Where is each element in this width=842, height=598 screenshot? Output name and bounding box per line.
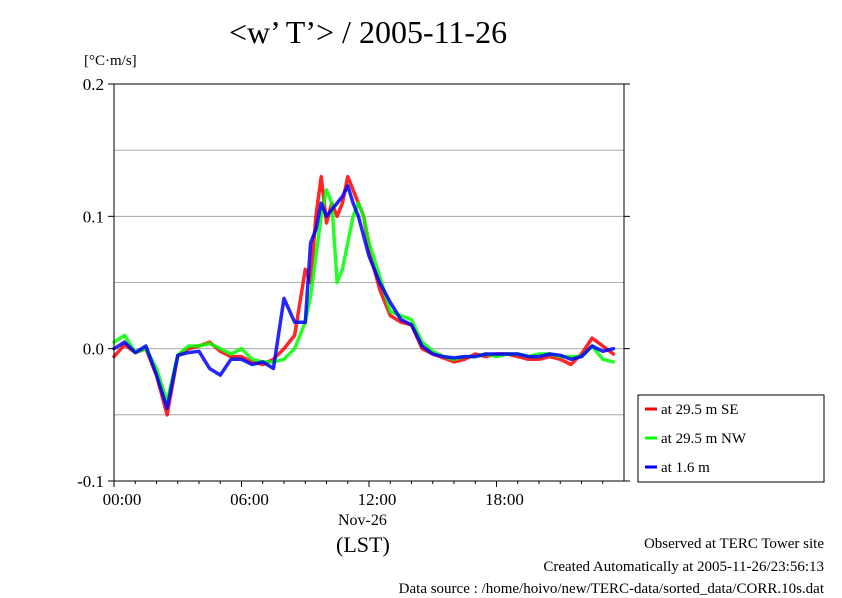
x-axis-label: (LST): [336, 532, 390, 557]
legend-label: at 29.5 m NW: [661, 431, 747, 447]
x-date-label: Nov-26: [338, 512, 387, 529]
y-tick-label: 0.1: [83, 207, 104, 226]
x-tick-label: 00:00: [103, 490, 142, 509]
y-axis-unit: [°C·m/s]: [84, 53, 137, 69]
x-tick-label: 06:00: [230, 490, 269, 509]
legend-label: at 1.6 m: [661, 460, 710, 476]
x-tick-label: 18:00: [485, 490, 524, 509]
legend-box: [637, 394, 825, 483]
footer-source: Data source : /home/hoivo/new/TERC-data/…: [398, 581, 824, 597]
legend: at 29.5 m SE at 29.5 m NW at 1.6 m: [637, 394, 825, 483]
y-tick-label: 0.0: [83, 340, 104, 359]
axis-layer: -0.1 0.0 0.1 0.2 00:00 06:00 12:00 18:00: [77, 75, 630, 509]
y-tick-label: -0.1: [77, 472, 104, 491]
series-line: [112, 184, 616, 410]
legend-label: at 29.5 m SE: [661, 402, 739, 418]
chart-title: <w’ T’> / 2005-11-26: [228, 14, 508, 50]
series-line: [112, 188, 616, 404]
x-tick-label: 12:00: [358, 490, 397, 509]
footer-site: Observed at TERC Tower site: [643, 536, 824, 552]
grid-layer: [114, 149, 624, 416]
y-tick-label: 0.2: [83, 75, 104, 94]
footer-created: Created Automatically at 2005-11-26/23:5…: [543, 559, 824, 575]
series-layer: [112, 174, 616, 417]
